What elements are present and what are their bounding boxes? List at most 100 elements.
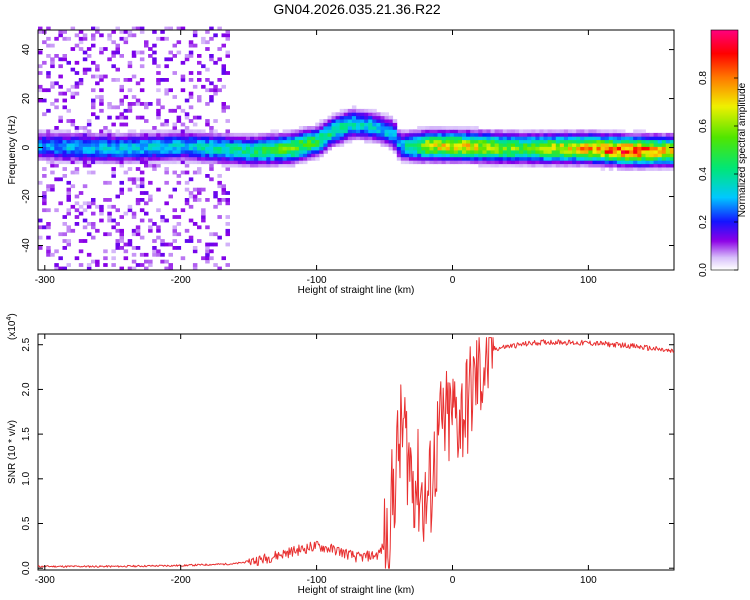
spectrogram-cell — [111, 30, 116, 34]
spectrogram-cell — [612, 129, 618, 134]
spectrogram-cell — [213, 129, 218, 134]
spectrogram-cell — [103, 126, 108, 130]
spectrogram-cell — [42, 143, 47, 147]
spectrogram-cell — [319, 143, 324, 147]
spectrogram-cell — [82, 129, 88, 134]
spectrogram-cell — [62, 136, 67, 141]
spectrogram-cell — [327, 129, 332, 134]
spectrogram-cell — [50, 102, 55, 106]
spectrogram-cell — [62, 239, 67, 243]
spectrogram-cell — [82, 156, 88, 161]
spectrogram-cell — [131, 129, 137, 134]
spectrogram-cell — [470, 129, 475, 134]
spectrogram-cell — [46, 26, 51, 31]
spectrogram-cell — [70, 95, 76, 99]
spectrogram-cell — [498, 129, 504, 134]
spectrogram-cell — [360, 108, 365, 113]
spectrogram-cell — [99, 129, 104, 134]
spectrogram-cell — [123, 242, 129, 247]
spectrogram-cell — [482, 150, 487, 154]
colorbar-stripe — [711, 254, 738, 257]
colorbar-stripe — [711, 70, 738, 73]
snr-multiplier-base: (x10 — [7, 320, 18, 340]
spectrogram-cell — [58, 84, 63, 89]
colorbar-stripe — [711, 178, 738, 181]
colorbar-tick-label: 0.6 — [698, 119, 709, 133]
spectrogram-cell — [66, 208, 71, 213]
spectrogram-cell — [449, 139, 455, 144]
spectrogram-cell — [347, 126, 353, 130]
spectrogram-cell — [42, 174, 47, 178]
spectrogram-cell — [319, 136, 324, 141]
spectrogram-cell — [429, 129, 434, 134]
spectrogram-cell — [188, 50, 194, 55]
spectrogram-cell — [576, 146, 581, 151]
spectrogram-cell — [229, 146, 235, 151]
spectrogram-cell — [286, 132, 292, 137]
spectrogram-cell — [621, 132, 626, 137]
spectrogram-cell — [38, 180, 43, 185]
spectrogram-cell — [74, 222, 80, 226]
spectrogram-cell — [213, 204, 218, 209]
spectrogram-cell — [311, 129, 316, 134]
spectrogram-cell — [188, 54, 194, 58]
spectrogram-cell — [608, 163, 614, 168]
spectrogram-cell — [38, 246, 43, 250]
spectrogram-cell — [184, 112, 190, 117]
spectrogram-cell — [633, 167, 638, 171]
colorbar-stripe — [711, 140, 738, 143]
spectrogram-cell — [164, 129, 169, 134]
spectrogram-cell — [250, 160, 255, 165]
spectrogram-cell — [156, 136, 161, 141]
spectrogram-cell — [144, 160, 149, 165]
spectrogram-cell — [506, 156, 512, 161]
spectrogram-cell — [478, 146, 483, 151]
spectrogram-cell — [115, 26, 120, 31]
spectrogram-cell — [58, 33, 63, 38]
spectrogram-cell — [42, 153, 47, 158]
spectrogram-cell — [197, 132, 202, 137]
spectrogram-cell — [417, 153, 422, 158]
spectrogram-cell — [135, 228, 141, 233]
spectrogram-cell — [588, 146, 593, 151]
snr-y-tick-label: 2.0 — [21, 382, 32, 396]
spectrogram-cell — [168, 136, 173, 141]
spectrogram-cell — [197, 198, 202, 202]
spectrogram-cell — [91, 98, 96, 103]
spectrogram-cell — [311, 150, 316, 154]
spectrogram-cell — [135, 153, 141, 158]
spectrogram-cell — [315, 126, 320, 130]
spectrogram-cell — [205, 242, 210, 247]
spectrogram-cell — [286, 129, 292, 134]
spectrogram-cell — [192, 194, 198, 199]
spectrogram-cell — [99, 218, 104, 223]
spectrogram-cell — [543, 163, 548, 168]
spectrogram-cell — [164, 119, 169, 123]
spectrogram-cell — [217, 88, 222, 93]
spectrogram-cell — [78, 249, 84, 254]
spectrogram-cell — [233, 143, 239, 147]
spectrogram-cell — [46, 249, 51, 254]
spectrogram-cell — [653, 139, 659, 144]
spectrogram-cell — [201, 218, 206, 223]
spectrogram-cell — [298, 153, 304, 158]
spectrogram-cell — [54, 132, 59, 137]
spectrogram-cell — [139, 252, 145, 257]
spectrogram-cell — [494, 153, 500, 158]
spectrogram-cell — [119, 30, 124, 34]
spectrogram-cell — [144, 43, 149, 48]
spectrogram-cell — [515, 156, 520, 161]
spectrogram-cell — [168, 150, 173, 154]
spectrogram-cell — [139, 184, 145, 189]
spectrogram-cell — [661, 163, 667, 168]
spectrogram-cell — [221, 108, 226, 113]
spectrogram-cell — [621, 136, 626, 141]
spectrogram-cell — [192, 153, 198, 158]
spectrogram-cell — [600, 143, 606, 147]
spectrogram-cell — [111, 150, 116, 154]
spectrogram-cell — [54, 208, 59, 213]
spectrogram-cell — [262, 160, 267, 165]
spectrogram-cell — [148, 180, 153, 185]
spectrogram-cell — [535, 139, 540, 144]
spectrogram-cell — [213, 156, 218, 161]
